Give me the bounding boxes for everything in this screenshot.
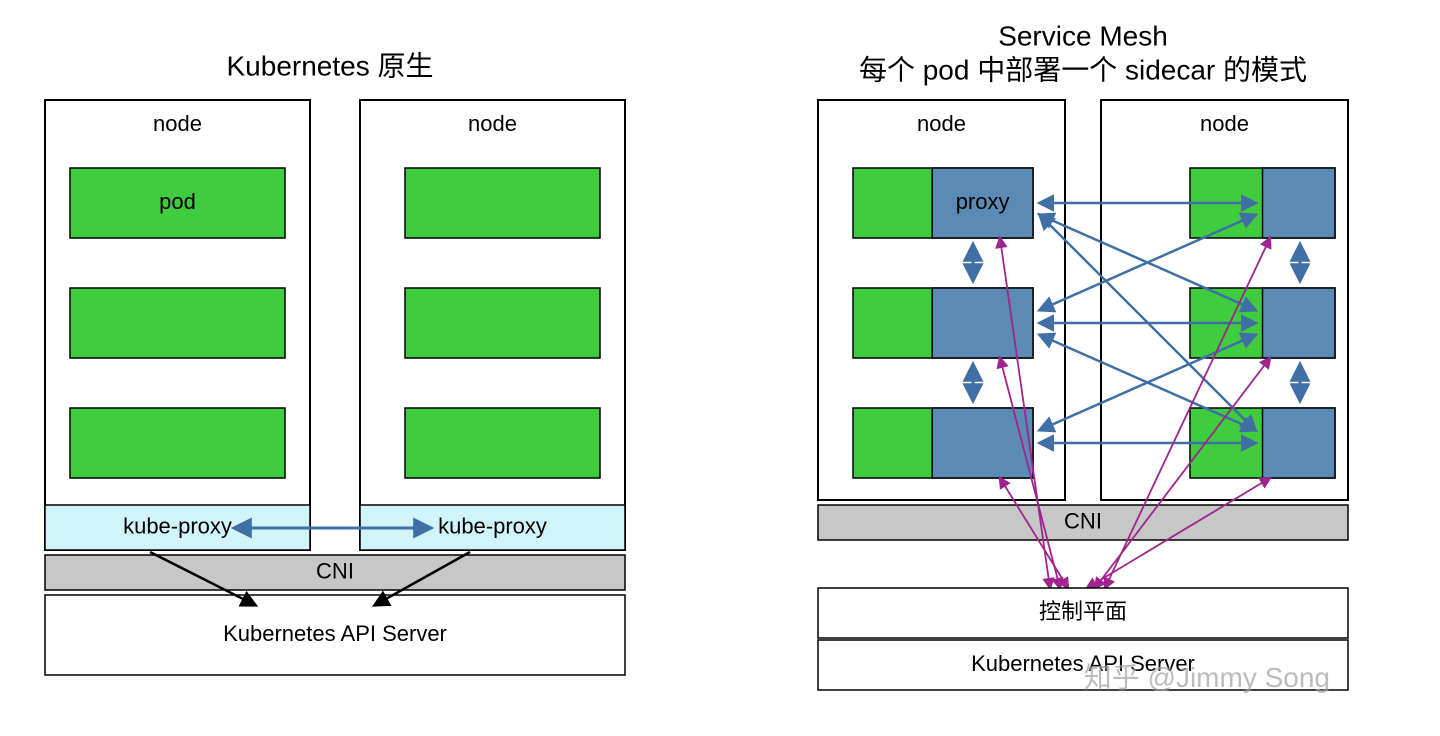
right-proxy-box [1263,408,1336,478]
control-plane-label: 控制平面 [1039,599,1127,624]
left-node-label: node [468,111,517,136]
right-proxy-box [1263,288,1336,358]
left-pod [405,288,600,358]
right-node-label: node [1200,111,1249,136]
right-title-1: Service Mesh [998,20,1168,51]
right-cni-label: CNI [1064,508,1102,533]
left-api-label: Kubernetes API Server [223,621,447,646]
left-cni-label: CNI [316,558,354,583]
right-proxy-box [932,288,1033,358]
right-proxy-box [1263,168,1336,238]
right-proxy-box [932,408,1033,478]
left-node-label: node [153,111,202,136]
left-title: Kubernetes 原生 [227,50,434,81]
architecture-diagram: Kubernetes 原生 node pod kube-proxy node kube-p… [0,0,1440,736]
left-pod [70,288,285,358]
left-pod [405,408,600,478]
kube-proxy-label: kube-proxy [438,513,547,538]
proxy-label: proxy [956,189,1010,214]
kube-proxy-label: kube-proxy [123,513,232,538]
left-pod-label: pod [159,189,196,214]
left-pod [405,168,600,238]
right-title-2: 每个 pod 中部署一个 sidecar 的模式 [859,54,1307,85]
right-node-label: node [917,111,966,136]
left-pod [70,408,285,478]
right-api-label: Kubernetes API Server [971,651,1195,676]
